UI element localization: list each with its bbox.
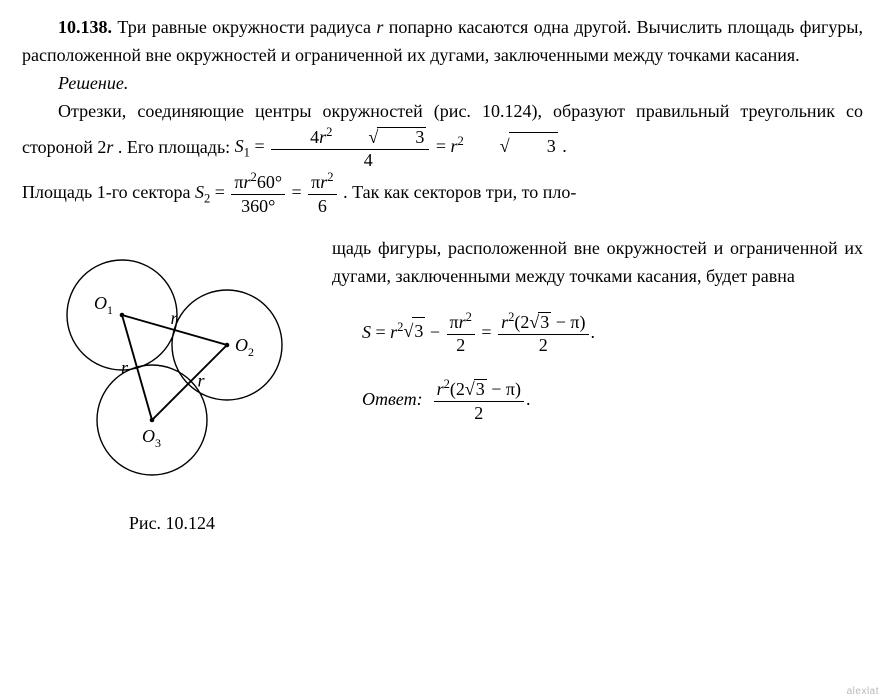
n2r: r: [244, 172, 251, 192]
ans-rad: 3: [474, 379, 487, 400]
ans-pb: − π): [487, 379, 521, 399]
ans-pa: (2: [450, 379, 465, 399]
solution-p3: щадь фигуры, расположенной вне окружност…: [332, 235, 863, 291]
equation-s: S = r23 − πr2 2 = r2(23 − π) 2 .: [332, 311, 863, 357]
ans-den: 2: [434, 402, 524, 423]
eqs-f1r: r: [459, 312, 466, 332]
figure-diagram: O1 O2 O3 r r r: [32, 235, 312, 495]
n3pi: π: [311, 172, 320, 192]
p2-eq: =: [210, 182, 229, 202]
solution-p2: Площадь 1-го сектора S2 = πr260° 360° = …: [22, 171, 863, 217]
res1rad: 3: [509, 132, 558, 161]
watermark: alexlat: [847, 684, 879, 700]
p1-eq2: =: [436, 136, 451, 156]
eqs-mid: =: [481, 321, 496, 341]
svg-text:r: r: [198, 370, 206, 390]
eqs-eq: =: [371, 321, 390, 341]
p1-b: . Его площадь:: [113, 136, 234, 156]
eqs-s: S: [362, 321, 371, 341]
figure-caption: Рис. 10.124: [22, 510, 322, 538]
frac-s1: 4r23 4: [269, 126, 431, 172]
svg-text:O2: O2: [235, 335, 254, 359]
problem-text-1: Три равные окружности радиуса: [117, 17, 376, 37]
n1a: 4: [310, 127, 319, 147]
svg-text:O3: O3: [142, 426, 161, 450]
eqs-f2rad: 3: [538, 312, 551, 333]
n2ang: 60°: [257, 172, 282, 192]
eqs-f2pb: − π): [551, 312, 585, 332]
eqs-rad1: 3: [412, 317, 425, 346]
res1r: r: [450, 136, 457, 156]
eqs-f1sq: 2: [466, 310, 472, 324]
eqs-f2den: 2: [498, 335, 588, 356]
n3sq: 2: [327, 170, 333, 184]
n2pi: π: [234, 172, 243, 192]
d2: 360°: [231, 195, 285, 216]
answer-label: Ответ:: [362, 389, 423, 409]
p2-a: Площадь 1-го сектора: [22, 182, 195, 202]
eqs-minus: −: [425, 321, 444, 341]
ans-dot: .: [526, 389, 531, 409]
problem-number: 10.138.: [58, 17, 112, 37]
svg-text:O1: O1: [94, 293, 113, 317]
solution-title: Решение.: [22, 70, 863, 98]
eqs-f2pa: (2: [514, 312, 529, 332]
eqs-f1pi: π: [450, 312, 459, 332]
answer-frac: r2(23 − π) 2: [432, 378, 526, 424]
p1-eq: =: [250, 136, 269, 156]
eqs-frac2: r2(23 − π) 2: [496, 311, 590, 357]
frac-s2b: πr2 6: [306, 171, 338, 217]
p2-b: . Так как секторов три, то пло-: [343, 182, 576, 202]
svg-text:r: r: [121, 357, 129, 377]
n1rad: 3: [377, 127, 426, 148]
d3: 6: [308, 195, 336, 216]
d1: 4: [271, 150, 429, 171]
eqs-dot: .: [591, 321, 596, 341]
answer-line: Ответ: r2(23 − π) 2 .: [332, 378, 863, 424]
eqs-frac1: πr2 2: [445, 311, 477, 357]
s2-sym: S: [195, 182, 204, 202]
frac-s2a: πr260° 360°: [229, 171, 287, 217]
p1-dot: .: [558, 136, 567, 156]
eqs-f1den: 2: [447, 335, 475, 356]
s1-sym: S: [235, 136, 244, 156]
ans-r: r: [437, 379, 444, 399]
solution-p1: Отрезки, соединяющие центры окружностей …: [22, 98, 863, 171]
p2-mid: =: [292, 182, 307, 202]
svg-text:r: r: [171, 308, 179, 328]
problem-statement: 10.138. Три равные окружности радиуса r …: [22, 14, 863, 70]
